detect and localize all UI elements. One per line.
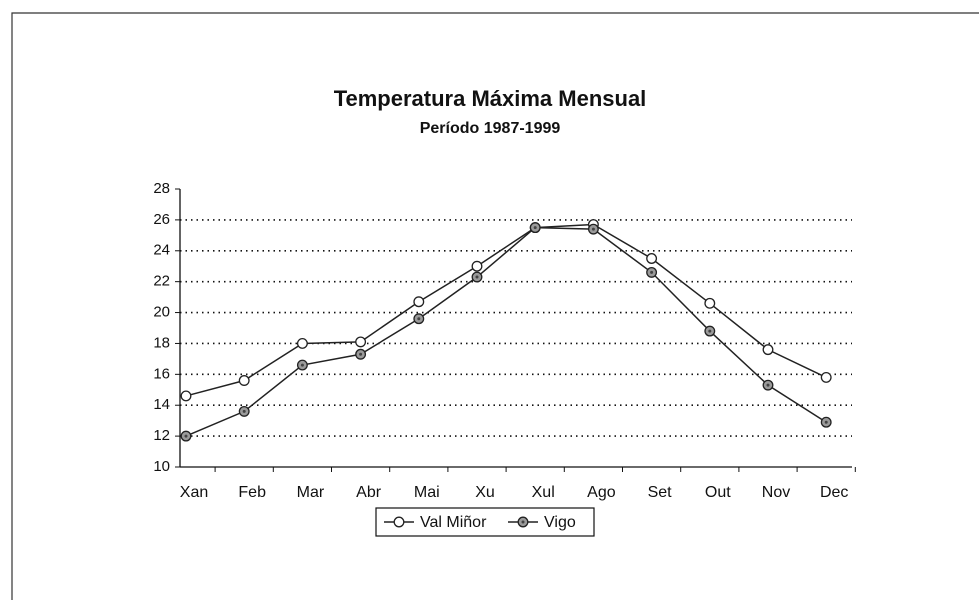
- x-tick-label: Feb: [238, 484, 266, 501]
- marker-dot: [766, 383, 770, 387]
- marker: [646, 253, 658, 264]
- x-tick-label: Nov: [762, 484, 790, 501]
- chart-title: Temperatura Máxima Mensual: [334, 86, 647, 111]
- legend-label: Vigo: [544, 514, 576, 531]
- marker-dot: [417, 317, 421, 321]
- marker: [393, 516, 405, 528]
- marker-dot: [242, 409, 246, 413]
- x-tick-label: Dec: [820, 484, 848, 501]
- series-line: [185, 226, 827, 437]
- x-tick-label: Xu: [475, 484, 495, 501]
- x-tick-label: Mai: [414, 484, 440, 501]
- y-tick-label: 12: [153, 427, 170, 444]
- y-tick-label: 26: [153, 211, 170, 228]
- chart-subtitle: Período 1987-1999: [420, 120, 561, 137]
- y-tick-label: 24: [153, 242, 170, 259]
- marker-dot: [184, 434, 188, 438]
- marker: [820, 371, 832, 383]
- y-tick-label: 28: [153, 180, 170, 197]
- marker-dot: [824, 420, 828, 424]
- y-tick-label: 20: [153, 304, 170, 321]
- x-tick-label: Out: [705, 484, 731, 501]
- marker-dot: [533, 226, 537, 230]
- marker: [704, 297, 716, 309]
- marker: [471, 260, 483, 272]
- marker-dot: [521, 520, 525, 524]
- marker: [355, 336, 367, 348]
- x-tick-label: Mar: [297, 484, 325, 501]
- marker: [413, 296, 425, 308]
- marker: [238, 375, 250, 386]
- series-line: [185, 223, 827, 397]
- y-tick-label: 14: [153, 396, 170, 413]
- y-tick-label: 10: [153, 458, 170, 475]
- legend-box: [375, 507, 595, 537]
- y-tick-label: 18: [153, 334, 170, 351]
- x-tick-label: Abr: [356, 484, 382, 501]
- marker: [180, 390, 192, 402]
- y-tick-label: 22: [153, 273, 170, 290]
- marker: [296, 337, 308, 349]
- marker-dot: [708, 329, 712, 333]
- marker-dot: [300, 363, 304, 367]
- x-tick-label: Set: [648, 484, 673, 501]
- x-tick-label: Xan: [180, 484, 208, 501]
- frame: [11, 12, 979, 600]
- marker: [762, 344, 774, 356]
- y-tick-label: 16: [153, 365, 170, 382]
- x-tick-label: Ago: [587, 484, 616, 501]
- marker-dot: [359, 352, 363, 356]
- marker-dot: [591, 227, 595, 231]
- marker-dot: [650, 270, 654, 274]
- x-tick-label: Xul: [532, 484, 555, 501]
- marker-dot: [475, 275, 479, 279]
- legend-label: Val Miñor: [420, 514, 487, 531]
